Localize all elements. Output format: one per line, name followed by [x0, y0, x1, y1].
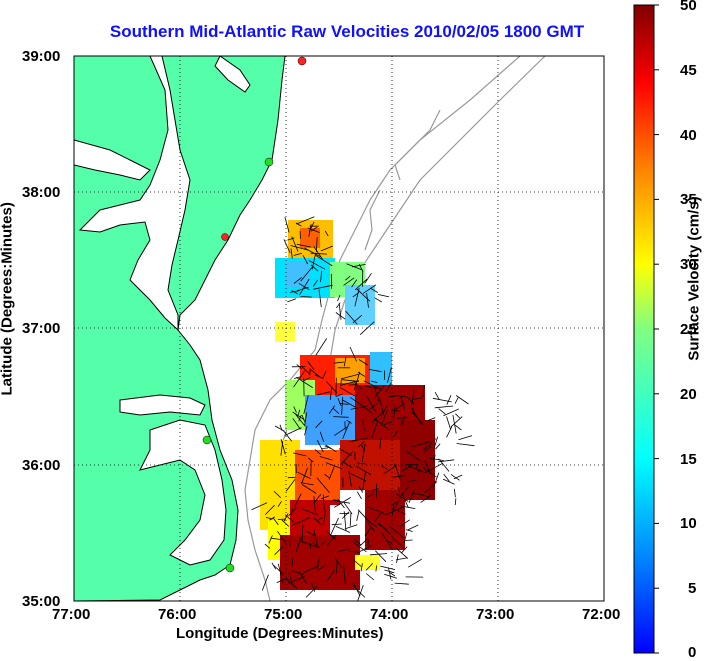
colorbar-label: Surface Velocity (cm/s)	[686, 189, 703, 369]
x-axis-label: Longitude (Degrees:Minutes)	[176, 625, 384, 642]
x-tick-label: 74:00	[370, 606, 408, 623]
x-tick-label: 73:00	[476, 606, 514, 623]
x-tick-label: 75:00	[264, 606, 302, 623]
colorbar-tick-label: 20	[680, 386, 697, 403]
colorbar-tick-label: 50	[680, 0, 697, 14]
station-marker	[226, 564, 234, 572]
colorbar-tick-label: 15	[680, 451, 697, 468]
velocity-arrow	[368, 539, 369, 545]
velocity-arrow	[322, 448, 328, 449]
y-tick-label: 37:00	[22, 320, 60, 337]
colorbar-tick-label: 5	[688, 580, 696, 597]
y-tick-label: 38:00	[22, 184, 60, 201]
station-marker	[298, 57, 306, 65]
station-marker	[222, 234, 229, 241]
y-tick-label: 36:00	[22, 457, 60, 474]
station-marker	[203, 436, 211, 444]
velocity-arrow	[278, 519, 286, 520]
x-tick-label: 72:00	[582, 606, 620, 623]
x-tick-label: 77:00	[52, 606, 90, 623]
velocity-arrow	[301, 297, 312, 298]
colorbar	[634, 5, 654, 653]
y-tick-label: 39:00	[22, 48, 60, 65]
velocity-arrow	[404, 540, 412, 541]
y-axis-label: Latitude (Degrees:Minutes)	[0, 226, 16, 396]
x-tick-label: 76:00	[158, 606, 196, 623]
station-marker	[265, 158, 273, 166]
colorbar-ticks	[654, 5, 659, 653]
colorbar-tick-label: 0	[688, 644, 696, 661]
colorbar-tick-label: 45	[680, 62, 697, 79]
colorbar-tick-label: 10	[680, 515, 697, 532]
map-area	[74, 56, 604, 601]
colorbar-tick-label: 40	[680, 127, 697, 144]
